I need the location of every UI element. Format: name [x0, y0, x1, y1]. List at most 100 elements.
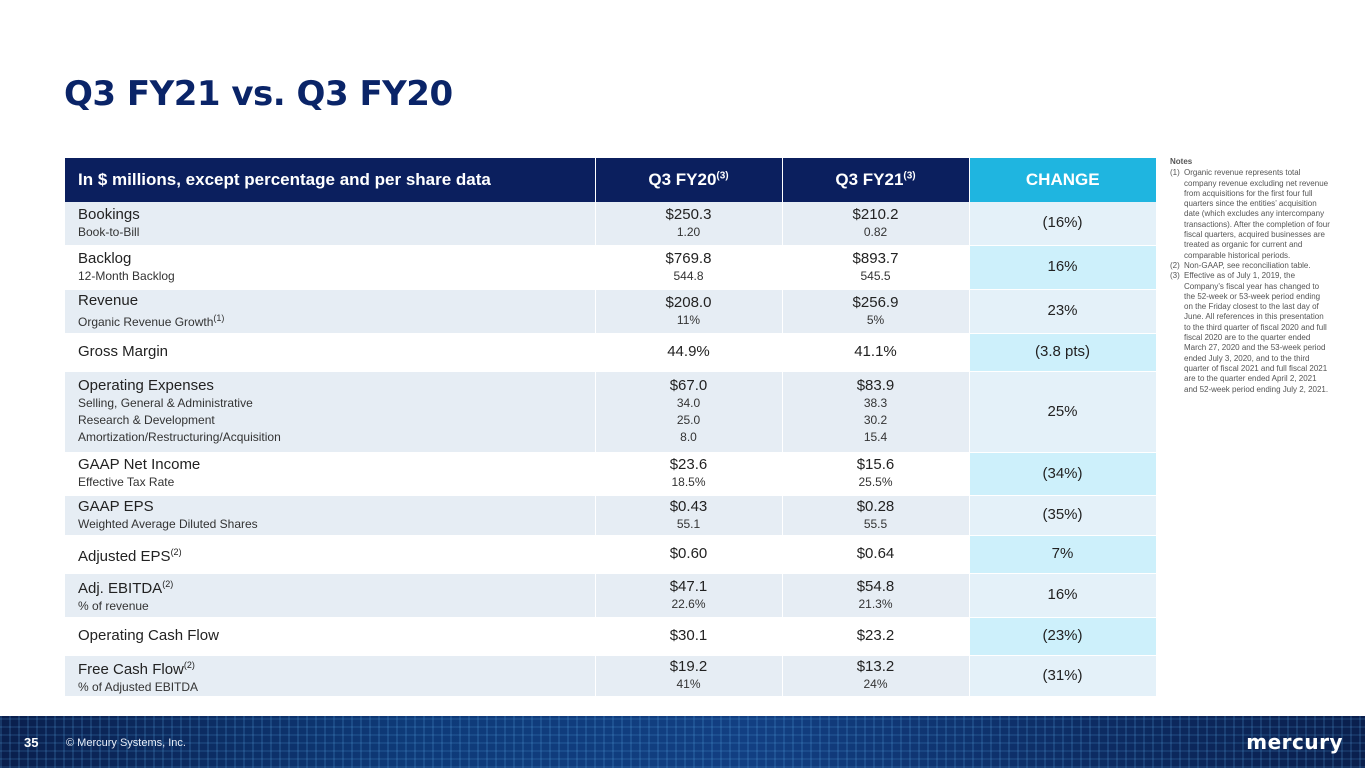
row-label-cell: Free Cash Flow(2)% of Adjusted EBITDA	[65, 655, 596, 697]
value-cell-q3fy21: $893.7 545.5	[782, 245, 970, 290]
row-label-cell: Operating Expenses Selling, General & Adm…	[65, 371, 596, 453]
row-label-cell: Operating Cash Flow	[65, 617, 596, 656]
row-label-text: Revenue	[78, 291, 139, 309]
value-cell-q3fy20: $30.1	[595, 617, 783, 656]
value-cell-q3fy21: $15.6 25.5%	[782, 452, 970, 496]
row-sublabel: Effective Tax Rate	[78, 474, 595, 491]
row-label-text: Operating Expenses	[78, 377, 214, 394]
row-sublabel-text: % of revenue	[78, 599, 149, 613]
mercury-logo: mercury	[1246, 730, 1343, 754]
value-q3fy20: $250.3	[665, 205, 712, 223]
row-sublabel: Research & Development	[78, 412, 595, 429]
row-label-cell: Gross Margin	[65, 333, 596, 372]
value-cell-q3fy21: $54.8 21.3%	[782, 573, 970, 618]
row-sublabel-text: Effective Tax Rate	[78, 475, 175, 489]
change-cell: (16%)	[969, 202, 1157, 246]
value-q3fy21: $256.9	[852, 293, 899, 311]
row-label: Backlog	[78, 250, 595, 268]
value-q3fy21: $15.6	[856, 456, 895, 473]
note-number: (2)	[1170, 260, 1180, 270]
table-row: Bookings Book-to-Bill $250.3 1.20 $210.2 0.82…	[65, 202, 1157, 246]
row-sublabel-text: Book-to-Bill	[78, 224, 140, 239]
notes-panel: Notes (1) Organic revenue represents tota…	[1170, 157, 1330, 395]
change-value: 16%	[1047, 586, 1078, 603]
value-cell-q3fy21: $83.9 38.3 30.2 15.4	[782, 371, 970, 453]
note-number: (3)	[1170, 271, 1180, 281]
row-label: GAAP Net Income	[78, 456, 595, 474]
page-number: 35	[24, 735, 39, 750]
table-row: Adj. EBITDA(2)% of revenue $47.1 22.6% $54.…	[65, 573, 1157, 618]
table-row: GAAP EPS Weighted Average Diluted Shares $…	[65, 495, 1157, 536]
row-label: Operating Expenses	[78, 377, 595, 395]
value-cell-q3fy20: $67.0 34.0 25.0 8.0	[595, 371, 783, 453]
subvalue-q3fy21: 5%	[866, 312, 885, 327]
value-q3fy20: $0.43	[669, 497, 708, 515]
note-text: Effective as of July 1, 2019, the Compan…	[1184, 271, 1329, 394]
value-q3fy21: $210.2	[852, 205, 899, 223]
value-cell-q3fy20: $769.8 544.8	[595, 245, 783, 290]
subvalue-q3fy20: 8.0	[680, 430, 697, 444]
footer-circuit-pattern	[0, 716, 1365, 768]
row-label: Gross Margin	[78, 343, 595, 361]
row-label: Bookings	[78, 206, 595, 224]
row-label-cell: Adjusted EPS(2)	[65, 535, 596, 574]
row-label-cell: GAAP EPS Weighted Average Diluted Shares	[65, 495, 596, 536]
note-text: Organic revenue represents total company…	[1184, 168, 1330, 260]
table-row: Adjusted EPS(2) $0.60 $0.64 7%	[65, 535, 1157, 574]
row-sublabel-text: Weighted Average Diluted Shares	[78, 516, 258, 531]
subvalue-q3fy21: 30.2	[863, 413, 888, 427]
value-q3fy21: $0.28	[856, 497, 895, 515]
subvalue-q3fy20: 544.8	[673, 268, 704, 283]
row-sublabel-text: Research & Development	[78, 413, 215, 427]
row-label-text: Gross Margin	[78, 343, 169, 360]
change-cell: (3.8 pts)	[969, 333, 1157, 372]
change-value: 7%	[1051, 545, 1074, 562]
row-sublabel-text: Selling, General & Administrative	[78, 396, 253, 410]
change-value: 23%	[1047, 302, 1078, 319]
value-q3fy20: $30.1	[669, 627, 708, 644]
row-label-cell: Revenue Organic Revenue Growth(1)	[65, 289, 596, 334]
row-label-cell: Bookings Book-to-Bill	[65, 202, 596, 246]
notes-title: Notes	[1170, 157, 1193, 166]
value-cell-q3fy20: $0.43 55.1	[595, 495, 783, 536]
row-label-cell: Adj. EBITDA(2)% of revenue	[65, 573, 596, 618]
value-cell-q3fy20: 44.9%	[595, 333, 783, 372]
footnote-ref: (1)	[213, 312, 225, 323]
subvalue-q3fy20: 1.20	[676, 224, 701, 239]
row-label-text: Adj. EBITDA	[78, 580, 163, 597]
value-cell-q3fy21: $23.2	[782, 617, 970, 656]
value-q3fy21: 41.1%	[854, 343, 897, 360]
subvalue-q3fy21: 25.5%	[858, 475, 893, 489]
value-cell-q3fy21: $256.9 5%	[782, 289, 970, 334]
subvalue-q3fy20: 18.5%	[671, 475, 706, 489]
change-value: (3.8 pts)	[1034, 343, 1091, 360]
header-change: CHANGE	[969, 158, 1156, 202]
row-label: GAAP EPS	[78, 498, 595, 516]
row-label: Revenue	[78, 292, 595, 310]
row-label-cell: Backlog 12-Month Backlog	[65, 245, 596, 290]
value-cell-q3fy20: $47.1 22.6%	[595, 573, 783, 618]
change-cell: 25%	[969, 371, 1157, 453]
value-q3fy21: $23.2	[856, 627, 895, 644]
value-q3fy20: $769.8	[665, 249, 712, 267]
row-sublabel: Amortization/Restructuring/Acquisition	[78, 429, 595, 446]
change-value: (23%)	[1042, 627, 1083, 644]
row-sublabel: % of revenue	[78, 598, 595, 615]
row-sublabel: 12-Month Backlog	[78, 268, 595, 285]
value-q3fy20: $47.1	[669, 577, 708, 595]
row-label-text: Bookings	[78, 205, 140, 223]
subvalue-q3fy21: 21.3%	[858, 596, 893, 611]
value-q3fy20: $67.0	[669, 377, 708, 394]
subvalue-q3fy20: 41%	[676, 677, 701, 691]
row-sublabel-text: Amortization/Restructuring/Acquisition	[78, 430, 281, 444]
table-row: GAAP Net Income Effective Tax Rate $23.6 18…	[65, 452, 1157, 496]
value-cell-q3fy20: $19.2 41%	[595, 655, 783, 697]
change-cell: (23%)	[969, 617, 1157, 656]
row-sublabel: Book-to-Bill	[78, 224, 595, 241]
value-cell-q3fy20: $23.6 18.5%	[595, 452, 783, 496]
change-value: (34%)	[1042, 464, 1083, 482]
value-q3fy20: $19.2	[669, 658, 708, 675]
table-header-row: In $ millions, except percentage and per…	[65, 158, 1156, 202]
value-cell-q3fy21: $13.2 24%	[782, 655, 970, 697]
subvalue-q3fy20: 25.0	[676, 413, 701, 427]
